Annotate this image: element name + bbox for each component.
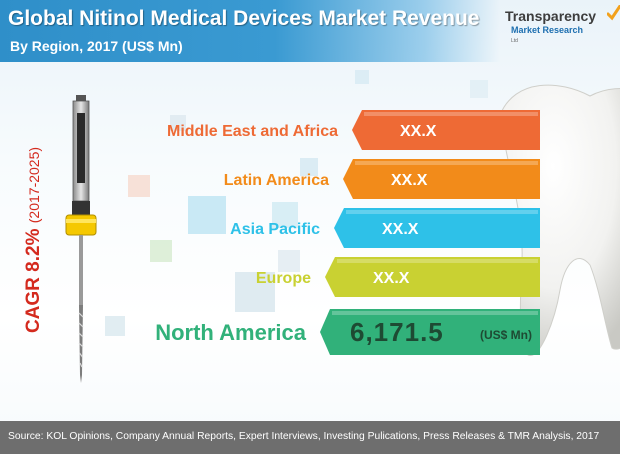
bar-latin-america	[343, 159, 540, 199]
source-note: Source: KOL Opinions, Company Annual Rep…	[8, 431, 600, 442]
bar-europe	[325, 257, 540, 297]
company-logo: Transparency Market Research Ltd	[505, 5, 620, 52]
logo-subname: Market Research	[511, 25, 584, 35]
chart-title: Global Nitinol Medical Devices Market Re…	[8, 7, 480, 30]
bar-highlight	[332, 311, 538, 315]
bar-highlight	[346, 210, 538, 214]
bar-middle-east-and-africa	[352, 110, 540, 150]
bar-highlight	[355, 161, 538, 165]
decorative-square	[272, 202, 298, 228]
value-label: XX.X	[400, 123, 437, 140]
value-label: XX.X	[382, 221, 419, 238]
decorative-square	[170, 115, 186, 131]
decorative-square	[150, 240, 172, 262]
footer-bar: Source: KOL Opinions, Company Annual Rep…	[0, 421, 620, 454]
decorative-square	[470, 80, 488, 98]
decorative-square	[300, 158, 318, 176]
bar-highlight	[364, 112, 538, 116]
chart-subtitle: By Region, 2017 (US$ Mn)	[10, 38, 183, 54]
header-band	[0, 0, 500, 62]
decorative-square	[128, 175, 150, 197]
bar-highlight	[337, 259, 538, 263]
bar-north-america	[320, 309, 540, 355]
category-label: North America	[155, 320, 307, 345]
logo-name: Transparency	[505, 8, 597, 24]
decorative-square	[235, 272, 275, 312]
value-label: 6,171.5	[350, 317, 444, 347]
category-label: Latin America	[224, 172, 329, 189]
logo-tagline: Ltd	[511, 38, 518, 44]
category-label: Asia Pacific	[230, 221, 320, 238]
dental-file-image	[65, 95, 97, 383]
decorative-square	[105, 316, 125, 336]
unit-label: (US$ Mn)	[480, 328, 532, 342]
category-label: Middle East and Africa	[167, 123, 338, 140]
value-label: XX.X	[373, 270, 410, 287]
bar-asia-pacific	[334, 208, 540, 248]
category-label: Europe	[256, 270, 311, 287]
decorative-square	[278, 250, 300, 272]
decorative-square	[355, 70, 369, 84]
value-label: XX.X	[391, 172, 428, 189]
checkmark-icon	[607, 5, 620, 21]
decorative-square	[188, 196, 226, 234]
